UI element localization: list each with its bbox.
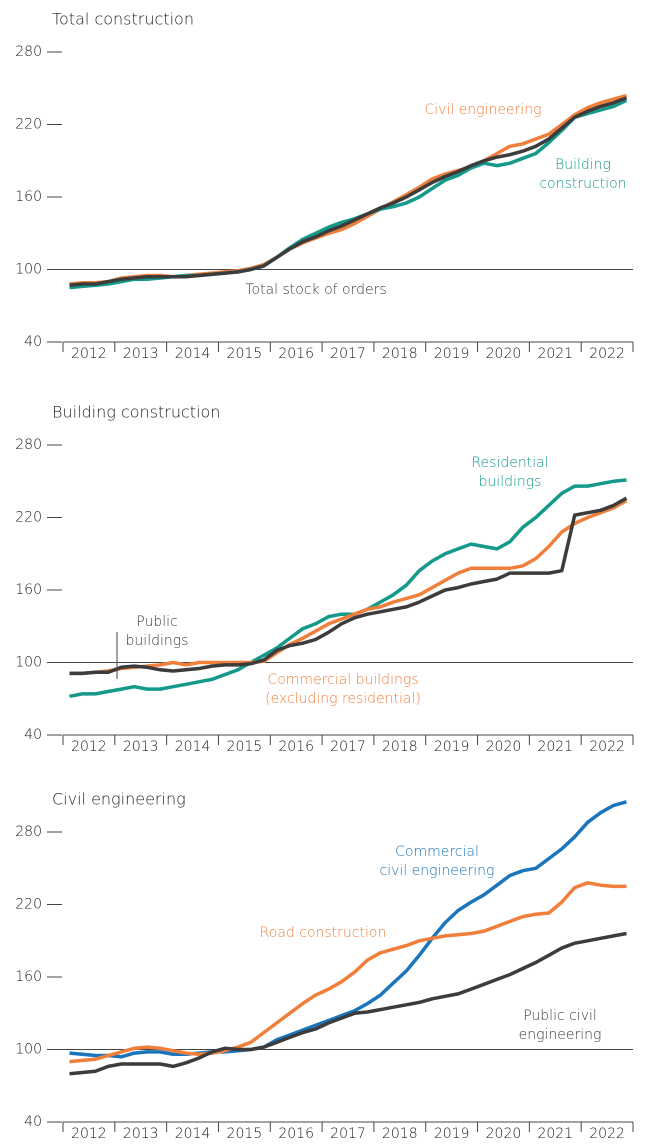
series-line (69, 499, 628, 676)
y-tick-label: 100 (15, 655, 42, 671)
y-tick-label: 100 (15, 262, 42, 278)
x-tick-label: 2012 (71, 346, 107, 362)
x-tick-label: 2016 (278, 346, 314, 362)
x-tick-label: 2014 (175, 739, 211, 755)
x-tick-label: 2020 (486, 1126, 522, 1142)
x-tick-label: 2013 (123, 1126, 159, 1142)
annotation: Residential (471, 455, 548, 471)
x-tick-label: 2019 (434, 1126, 470, 1142)
annotation: Commercial (395, 844, 479, 860)
chart-title: Civil engineering (52, 790, 186, 809)
x-tick-label: 2015 (227, 346, 263, 362)
y-tick-label: 280 (15, 44, 42, 60)
series-line (69, 96, 628, 287)
y-tick-label: 40 (24, 1114, 42, 1130)
chart-title: Total construction (52, 10, 194, 29)
annotation: construction (539, 176, 626, 192)
x-tick-label: 2021 (537, 1126, 573, 1142)
y-tick-label: 40 (24, 727, 42, 743)
y-tick-label: 100 (15, 1042, 42, 1058)
y-tick-label: 280 (15, 824, 42, 840)
x-tick-label: 2012 (71, 1126, 107, 1142)
x-tick-label: 2020 (486, 739, 522, 755)
annotation: Total stock of orders (245, 282, 386, 298)
annotation: buildings (126, 633, 189, 649)
annotation: Public (136, 614, 177, 630)
x-tick-label: 2018 (382, 739, 418, 755)
x-tick-label: 2021 (537, 739, 573, 755)
x-tick-label: 2015 (227, 1126, 263, 1142)
annotation: (excluding residential) (265, 691, 421, 707)
y-tick-label: 40 (24, 334, 42, 350)
x-tick-label: 2019 (434, 346, 470, 362)
annotation: buildings (479, 474, 542, 490)
x-tick-label: 2012 (71, 739, 107, 755)
x-tick-label: 2022 (589, 739, 625, 755)
series-line (69, 881, 627, 1064)
x-tick-label: 2017 (330, 346, 366, 362)
annotation: engineering (519, 1027, 602, 1043)
series-line (69, 931, 627, 1076)
x-tick-label: 2018 (382, 346, 418, 362)
series-line (69, 800, 627, 1059)
x-tick-label: 2022 (589, 1126, 625, 1142)
annotation: civil engineering (380, 863, 495, 879)
y-tick-label: 220 (15, 897, 42, 913)
y-tick-label: 280 (15, 437, 42, 453)
x-tick-label: 2017 (330, 739, 366, 755)
series-line (69, 478, 627, 699)
series-line (69, 98, 628, 290)
x-tick-label: 2017 (330, 1126, 366, 1142)
annotation: Road construction (260, 925, 387, 941)
y-tick-label: 160 (15, 189, 42, 205)
x-tick-label: 2022 (589, 346, 625, 362)
series-line (69, 496, 628, 676)
y-tick-label: 220 (15, 117, 42, 133)
x-tick-label: 2016 (278, 739, 314, 755)
y-tick-label: 220 (15, 510, 42, 526)
x-tick-label: 2013 (123, 346, 159, 362)
x-tick-label: 2019 (434, 739, 470, 755)
x-tick-label: 2021 (537, 346, 573, 362)
annotation: Building (555, 157, 611, 173)
x-tick-label: 2015 (227, 739, 263, 755)
x-tick-label: 2016 (278, 1126, 314, 1142)
annotation: Civil engineering (425, 102, 542, 118)
y-tick-label: 160 (15, 969, 42, 985)
x-tick-label: 2013 (123, 739, 159, 755)
x-tick-label: 2014 (175, 1126, 211, 1142)
y-tick-label: 160 (15, 582, 42, 598)
x-tick-label: 2018 (382, 1126, 418, 1142)
annotation: Public civil (523, 1008, 597, 1024)
annotation: Commercial buildings (267, 672, 418, 688)
x-tick-label: 2020 (486, 346, 522, 362)
x-tick-label: 2014 (175, 346, 211, 362)
chart-title: Building construction (52, 403, 220, 422)
